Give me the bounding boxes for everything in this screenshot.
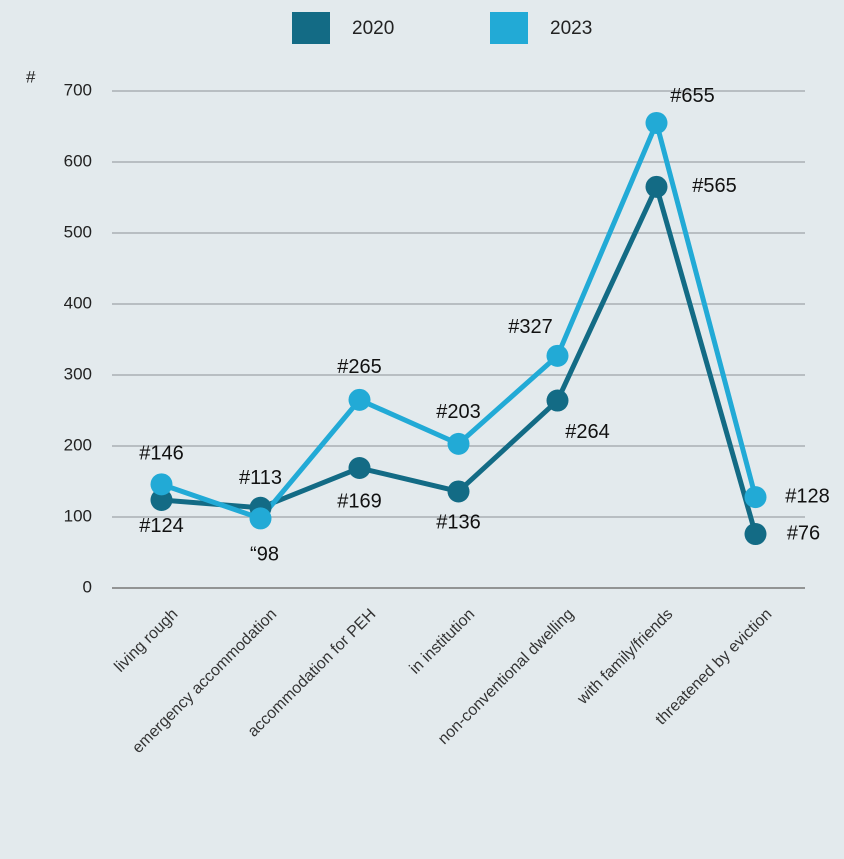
data-label: #76 [787,522,820,544]
y-tick-label: 500 [64,222,92,241]
y-tick-label: 700 [64,80,92,99]
point-marker [744,523,767,546]
data-label: #128 [785,485,830,507]
data-label: “98 [250,544,279,566]
y-tick-label: 400 [64,293,92,312]
legend-swatch [292,12,330,44]
legend-label: 2020 [352,18,394,39]
data-label: #565 [692,175,737,197]
point-marker [546,344,569,367]
point-marker [447,480,470,503]
data-label: #169 [337,490,382,512]
point-marker [150,488,173,511]
data-label: #136 [436,512,481,534]
data-label: #146 [139,443,184,465]
point-marker [348,388,371,411]
data-label: #264 [565,421,610,443]
y-tick-label: 0 [83,577,92,596]
point-marker [150,473,173,496]
point-marker [744,486,767,509]
point-marker [645,111,668,134]
y-tick-label: 600 [64,151,92,170]
point-marker [249,507,272,530]
data-label: #113 [239,467,282,489]
point-marker [546,389,569,412]
data-label: #327 [508,316,553,338]
data-label: #655 [670,85,715,107]
y-tick-label: 300 [64,364,92,383]
point-marker [645,175,668,198]
legend-swatch [490,12,528,44]
legend-label: 2023 [550,18,592,39]
y-tick-label: 200 [64,435,92,454]
data-label: #203 [436,401,481,423]
data-label: #265 [337,356,382,378]
data-label: #124 [139,515,184,537]
y-axis-label: # [26,67,36,86]
point-marker [447,432,470,455]
y-tick-label: 100 [64,506,92,525]
point-marker [348,457,371,480]
